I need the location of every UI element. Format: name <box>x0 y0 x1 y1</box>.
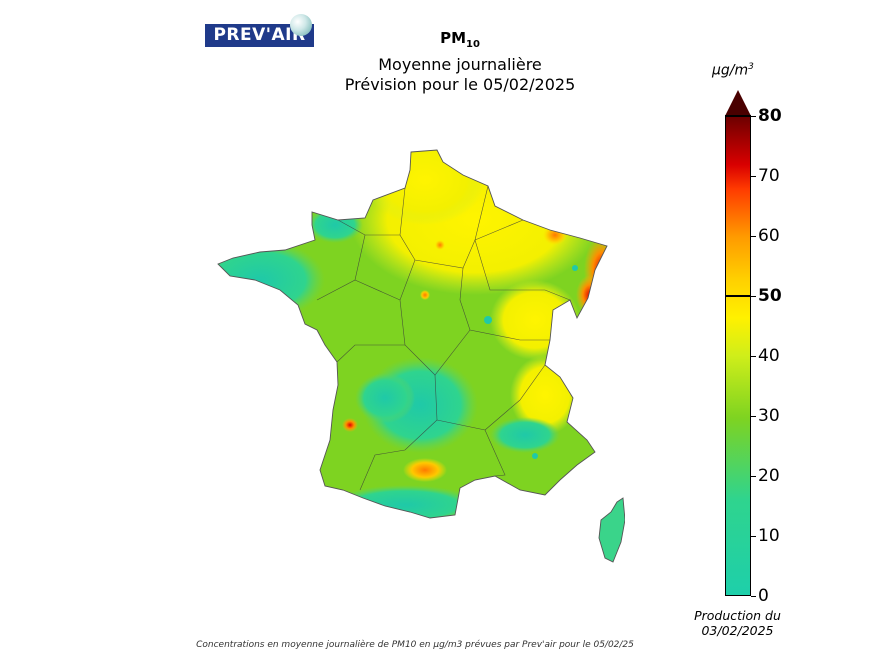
colorbar-tick-label: 70 <box>758 166 780 186</box>
colorbar-tick-label: 0 <box>758 586 769 606</box>
colorbar-tick-mark <box>751 116 756 117</box>
production-date: Production du 03/02/2025 <box>680 608 795 638</box>
pollutant-title: PM10 <box>300 28 620 55</box>
threshold-line <box>725 295 751 297</box>
pollutant-subscript: 10 <box>466 39 480 50</box>
colorbar-tick-label: 10 <box>758 526 780 546</box>
colorbar-tick-mark <box>751 356 756 357</box>
colorbar-tick-mark <box>751 296 756 297</box>
map-title: PM10 Moyenne journalière Prévision pour … <box>300 28 620 95</box>
colorbar-tick-label: 40 <box>758 346 780 366</box>
caption: Concentrations en moyenne journalière de… <box>196 640 634 650</box>
unit-label: μg/m3 <box>712 62 754 79</box>
colorbar <box>725 116 751 596</box>
colorbar-tick-label: 60 <box>758 226 780 246</box>
colorbar-tick-mark <box>751 596 756 597</box>
globe-icon <box>290 14 312 36</box>
france-map <box>217 149 625 563</box>
colorbar-tick-mark <box>751 416 756 417</box>
colorbar-extend-arrow <box>725 90 751 116</box>
colorbar-tick-label: 80 <box>758 106 782 126</box>
unit-base: μg/m <box>712 62 749 79</box>
colorbar-tick-label: 50 <box>758 286 782 306</box>
title-line3: Prévision pour le 05/02/2025 <box>344 75 576 94</box>
pollutant-label: PM <box>440 29 466 47</box>
unit-exponent: 3 <box>748 62 754 72</box>
production-line1: Production du <box>694 608 781 623</box>
colorbar-tick-label: 30 <box>758 406 780 426</box>
logo-text: PREV'AIR <box>213 25 306 45</box>
colorbar-top-line <box>725 115 751 117</box>
title-line2: Moyenne journalière <box>378 55 542 74</box>
colorbar-tick-mark <box>751 236 756 237</box>
prevair-logo: PREV'AIR <box>205 14 314 47</box>
colorbar-tick-label: 20 <box>758 466 780 486</box>
colorbar-tick-mark <box>751 476 756 477</box>
colorbar-tick-mark <box>751 176 756 177</box>
colorbar-tick-mark <box>751 536 756 537</box>
production-line2: 03/02/2025 <box>701 623 774 638</box>
